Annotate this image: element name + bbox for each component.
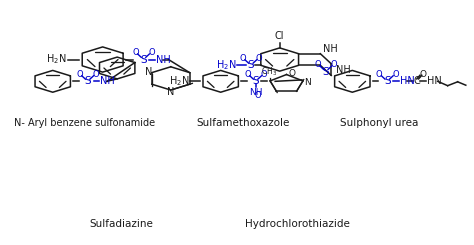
Text: NH: NH (323, 44, 337, 54)
Text: Hydrochlorothiazide: Hydrochlorothiazide (246, 219, 350, 229)
Text: S: S (322, 67, 329, 77)
Text: O: O (255, 54, 262, 62)
Text: NH: NH (156, 55, 171, 64)
Text: S: S (384, 76, 391, 86)
Text: O: O (314, 60, 321, 69)
Text: O: O (419, 70, 427, 79)
Text: O: O (392, 70, 399, 79)
Text: N: N (304, 78, 311, 87)
Text: HN: HN (400, 76, 414, 86)
Text: O: O (288, 69, 295, 78)
Text: NH: NH (336, 65, 351, 74)
Text: Sulphonyl urea: Sulphonyl urea (340, 118, 419, 127)
Text: HN: HN (427, 76, 441, 86)
Text: O: O (132, 48, 139, 57)
Text: NH: NH (100, 76, 115, 86)
Text: H$_2$N: H$_2$N (169, 74, 189, 88)
Text: H$_2$N: H$_2$N (46, 53, 67, 66)
Text: S: S (247, 60, 254, 70)
Text: H$_2$N: H$_2$N (216, 59, 237, 72)
Text: NH: NH (249, 88, 263, 97)
Text: S: S (140, 55, 147, 64)
Text: Sulfadiazine: Sulfadiazine (89, 219, 153, 229)
Text: O: O (239, 54, 246, 62)
Text: N- Aryl benzene sulfonamide: N- Aryl benzene sulfonamide (14, 118, 155, 127)
Text: O: O (76, 70, 83, 79)
Text: N: N (167, 87, 174, 97)
Text: S: S (84, 76, 91, 86)
Text: S: S (252, 76, 259, 86)
Text: O: O (244, 70, 251, 79)
Text: O: O (254, 91, 261, 100)
Text: O: O (376, 70, 383, 79)
Text: O: O (92, 70, 99, 79)
Text: O: O (261, 70, 267, 79)
Text: O: O (331, 60, 337, 69)
Text: CH$_3$: CH$_3$ (261, 65, 277, 78)
Text: C: C (413, 76, 420, 86)
Text: Sulfamethoxazole: Sulfamethoxazole (197, 118, 290, 127)
Text: O: O (148, 48, 155, 57)
Text: Cl: Cl (275, 31, 284, 41)
Text: N: N (145, 67, 153, 77)
